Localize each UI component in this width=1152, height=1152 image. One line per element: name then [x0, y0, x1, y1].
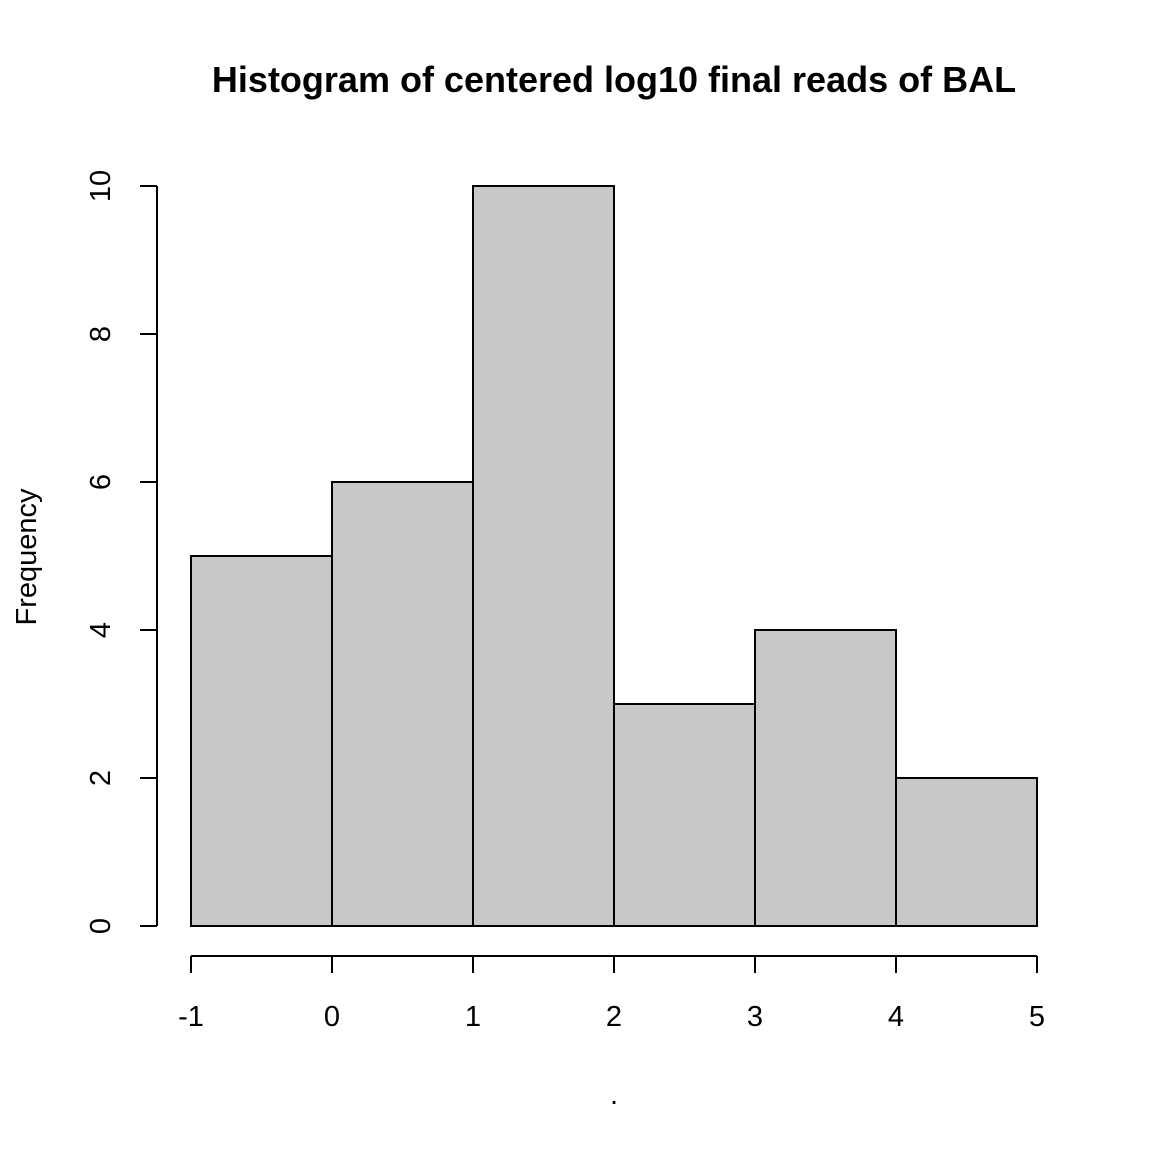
- histogram-bar: [613, 703, 756, 927]
- chart-title: Histogram of centered log10 final reads …: [212, 59, 1016, 100]
- x-tick-label: -1: [178, 1001, 204, 1033]
- y-tick-label: 4: [85, 622, 117, 638]
- x-tick-label: 1: [465, 1001, 481, 1033]
- histogram-bar: [472, 185, 615, 927]
- y-tick-label: 10: [85, 170, 117, 202]
- y-tick-label: 0: [85, 918, 117, 934]
- histogram-bar: [190, 555, 333, 927]
- x-tick-label: 5: [1029, 1001, 1045, 1033]
- y-axis: 0 2 4 6 8 10: [85, 170, 158, 934]
- histogram-bar: [331, 481, 474, 927]
- bars-group: [190, 185, 1038, 927]
- y-tick-label: 2: [85, 770, 117, 786]
- x-tick-label: 3: [747, 1001, 763, 1033]
- histogram-bar: [754, 629, 897, 927]
- x-tick-label: 0: [324, 1001, 340, 1033]
- y-tick-label: 6: [85, 474, 117, 490]
- y-axis-title: Frequency: [11, 488, 43, 626]
- x-axis: -1 0 1 2 3 4 5: [178, 955, 1045, 1033]
- histogram-bar: [895, 777, 1038, 927]
- x-tick-label: 4: [888, 1001, 904, 1033]
- x-tick-label: 2: [606, 1001, 622, 1033]
- y-tick-label: 8: [85, 326, 117, 342]
- x-axis-title: .: [610, 1079, 618, 1111]
